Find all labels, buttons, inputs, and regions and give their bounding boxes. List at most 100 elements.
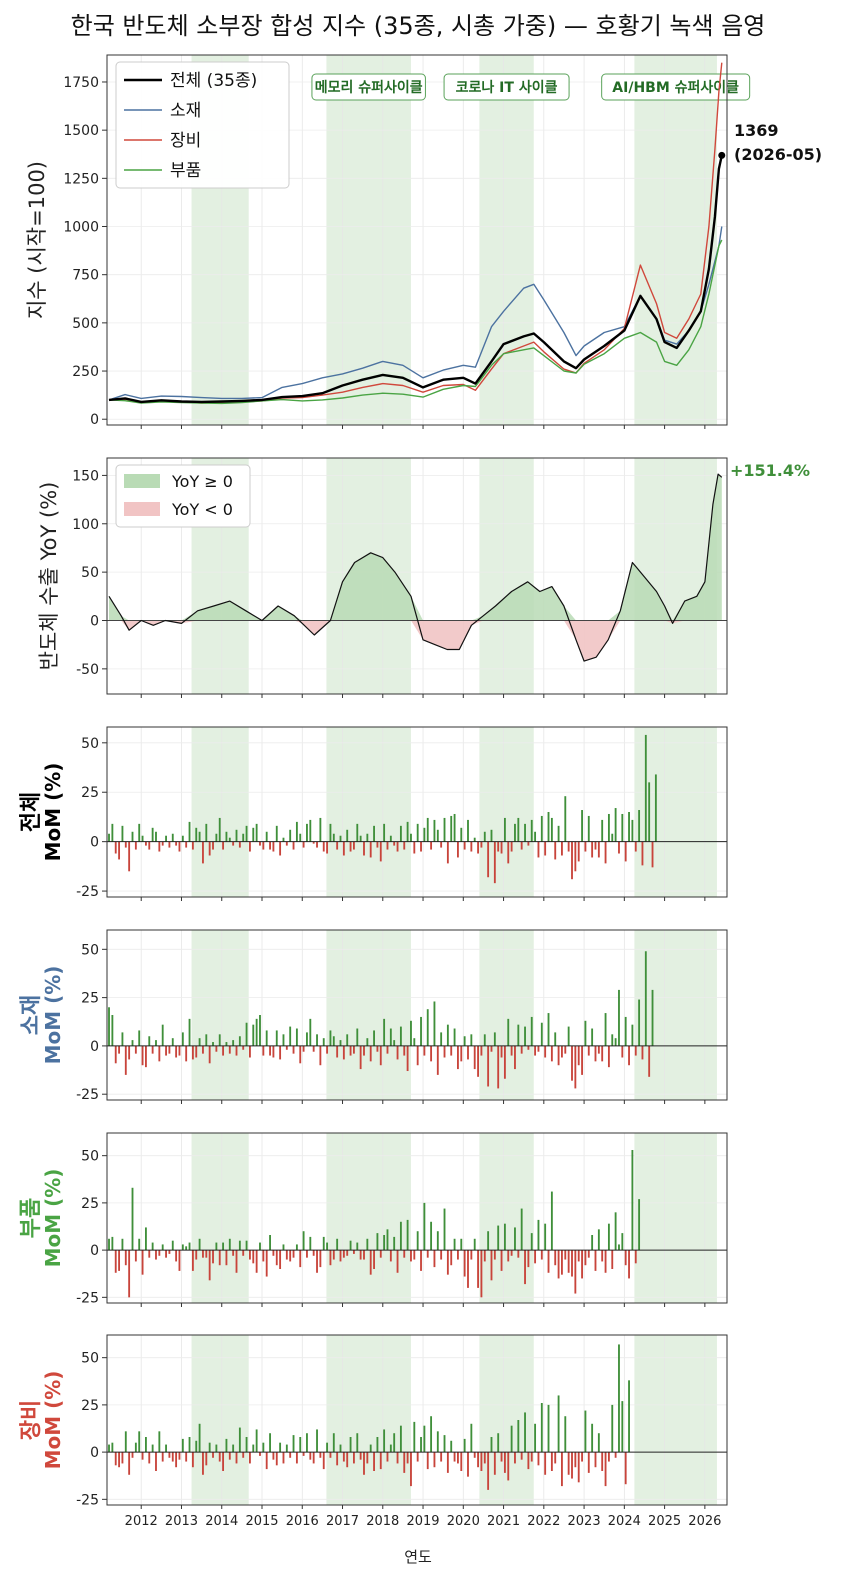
mom-bar-positive: [131, 1187, 134, 1251]
mom-bar-negative: [426, 1250, 429, 1258]
y-tick-label: 1250: [63, 171, 99, 187]
mom-bar-negative: [353, 841, 355, 850]
mom-bar-negative: [191, 1452, 194, 1468]
boom-label: 코로나 IT 사이클: [456, 79, 558, 96]
mom-bar-negative: [450, 1250, 453, 1266]
mom-bar-negative: [604, 1452, 607, 1487]
mom-bar-positive: [188, 1437, 191, 1453]
mom-bar-negative: [581, 1045, 583, 1075]
mom-bar-positive: [436, 829, 439, 842]
mom-bar-positive: [460, 827, 463, 842]
mom-bar-positive: [369, 1444, 372, 1453]
mom-bar-positive: [618, 1344, 620, 1453]
mom-bar-negative: [178, 1250, 181, 1271]
mom-bar-negative: [651, 841, 654, 868]
mom-bar-positive: [356, 1242, 359, 1251]
mom-bar-positive: [426, 1009, 429, 1046]
mom-bar-positive: [470, 1034, 473, 1046]
mom-bar-positive: [145, 1227, 147, 1251]
mom-bar-positive: [138, 1030, 141, 1046]
mom-bar-negative: [601, 1250, 604, 1262]
mom-bar-positive: [393, 1040, 396, 1046]
mom-bar-negative: [265, 1452, 268, 1470]
mom-bar-negative: [500, 1250, 503, 1271]
legend-label: 장비: [170, 131, 201, 151]
mom-bar-negative: [601, 1452, 604, 1471]
mom-bar-positive: [309, 1018, 312, 1046]
mom-bar-positive: [416, 1231, 419, 1251]
mom-bar-negative: [591, 841, 594, 858]
mom-bar-negative: [363, 841, 365, 856]
mom-bar-negative: [205, 1250, 208, 1258]
series-line-parts: [108, 239, 723, 405]
mom-bar-positive: [198, 1238, 201, 1251]
mom-bar-positive: [262, 1442, 265, 1453]
mom-bar-negative: [158, 1045, 161, 1062]
y-tick-label: 0: [90, 412, 99, 428]
mom-bar-positive: [356, 1433, 359, 1453]
mom-bar-negative: [252, 1250, 255, 1264]
y-axis-label: 소재: [19, 995, 44, 1035]
mom-bar-positive: [483, 831, 486, 842]
mom-bar-negative: [611, 1250, 614, 1269]
mom-bar-negative: [134, 841, 137, 850]
mom-bar-positive: [530, 1016, 533, 1046]
mom-bar-positive: [611, 1034, 614, 1046]
mom-bar-positive: [121, 1032, 124, 1046]
mom-bar-positive: [151, 1444, 154, 1453]
mom-bar-negative: [306, 1250, 308, 1258]
mom-bar-positive: [339, 1040, 342, 1046]
mom-bar-negative: [510, 1045, 513, 1056]
mom-bar-positive: [185, 1246, 188, 1251]
mom-bar-negative: [208, 1045, 211, 1064]
mom-bar-positive: [111, 1236, 114, 1251]
mom-bar-negative: [279, 841, 282, 856]
mom-bar-positive: [259, 1015, 261, 1046]
mom-bar-positive: [406, 1219, 409, 1251]
mom-bar-positive: [322, 1236, 325, 1251]
mom-bar-negative: [597, 841, 600, 858]
panel-frame: [106, 1132, 728, 1304]
mom-bar-negative: [342, 1045, 345, 1060]
mom-bar-positive: [245, 1022, 248, 1046]
y-tick-label: -25: [76, 1087, 99, 1103]
mom-bar-positive: [547, 812, 550, 842]
x-tick-label: 2025: [648, 1514, 681, 1529]
mom-bar-negative: [567, 841, 570, 852]
mom-bar-negative: [312, 1250, 315, 1256]
mom-bar-negative: [114, 1250, 117, 1273]
mom-bar-negative: [302, 841, 305, 848]
mom-bar-negative: [500, 1045, 503, 1058]
boom-shade: [191, 930, 249, 1100]
mom-bar-negative: [259, 1452, 261, 1456]
mom-bar-positive: [473, 1238, 476, 1251]
boom-label-box: [443, 73, 570, 101]
mom-bar-positive: [490, 829, 493, 842]
mom-bar-positive: [121, 1238, 124, 1251]
mom-bar-negative: [145, 1045, 147, 1068]
mom-bar-negative: [232, 841, 235, 846]
mom-bar-negative: [571, 841, 573, 880]
legend: YoY ≥ 0 YoY < 0: [115, 464, 251, 528]
mom-bar-positive: [547, 1013, 550, 1046]
mom-bar-negative: [292, 1250, 295, 1258]
x-tick-label: 2014: [205, 1514, 238, 1529]
mom-bar-negative: [279, 1250, 282, 1269]
mom-bar-negative: [316, 841, 318, 848]
mom-bar-positive: [376, 1233, 379, 1251]
mom-bar-negative: [467, 1452, 469, 1477]
mom-bar-negative: [363, 1250, 365, 1260]
mom-bar-positive: [131, 1040, 134, 1046]
mom-bar-positive: [295, 1028, 298, 1046]
y-tick-label: 500: [72, 316, 99, 332]
mom-bar-negative: [168, 1250, 171, 1254]
y-tick-label: -25: [76, 1290, 99, 1306]
mom-bar-positive: [225, 1438, 228, 1453]
last-value-annotation: (2026-05): [734, 145, 822, 164]
mom-bar-negative: [577, 1045, 580, 1066]
mom-bar-negative: [168, 841, 171, 848]
mom-bar-positive: [299, 1437, 302, 1453]
mom-bar-positive: [389, 835, 392, 842]
mom-bar-negative: [124, 841, 127, 848]
